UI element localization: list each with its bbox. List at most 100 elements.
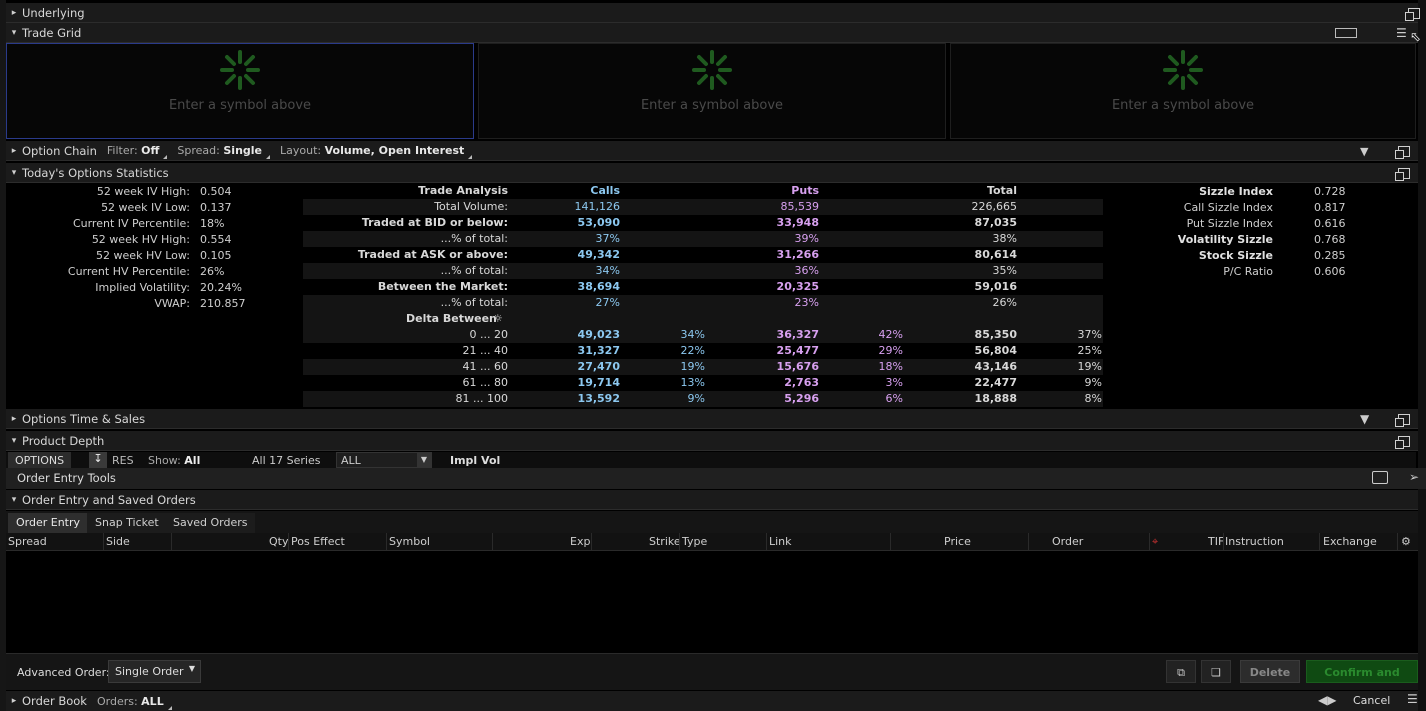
expand-chevron-icon[interactable]: ▸	[11, 413, 17, 424]
table-row: Total Volume: 141,126 85,539 226,665	[303, 199, 1103, 215]
col-strike[interactable]: Strike	[649, 535, 681, 548]
show-label: Show:	[148, 454, 181, 467]
order-book-header[interactable]: ▸ Order Book Orders: ALL	[6, 691, 1418, 711]
series-dropdown[interactable]: All 17 Series	[252, 454, 321, 467]
total-value: 35%	[992, 264, 1017, 277]
detach-window-icon[interactable]	[1395, 168, 1410, 181]
expand-chevron-icon[interactable]: ▸	[11, 7, 17, 18]
link-icon[interactable]: ⌖	[1152, 535, 1159, 548]
trade-grid-title: Trade Grid	[22, 25, 82, 40]
expand-chevron-icon[interactable]: ▸	[11, 145, 17, 156]
copy-order-icon[interactable]: ⧉	[1166, 660, 1196, 683]
col-exp[interactable]: Exp	[570, 535, 591, 548]
delta-total-pct: 19%	[1077, 360, 1102, 373]
col-side[interactable]: Side	[106, 535, 130, 548]
delta-puts-pct: 29%	[878, 344, 903, 357]
delta-range: 0 ... 20	[469, 328, 508, 341]
advanced-order-select[interactable]: Single Order ▼	[108, 660, 201, 683]
cancel-button[interactable]: Cancel	[1353, 694, 1391, 707]
right-scrollbar[interactable]	[1418, 0, 1426, 711]
options-tab[interactable]: OPTIONS	[8, 452, 72, 468]
delta-total-pct: 9%	[1084, 376, 1102, 389]
tab-order-entry[interactable]: Order Entry	[8, 513, 89, 533]
show-dropdown[interactable]: Show: All	[148, 454, 200, 467]
delta-puts-pct: 18%	[878, 360, 903, 373]
layout-value: Volume, Open Interest	[324, 144, 465, 157]
delta-range: 81 ... 100	[455, 392, 508, 405]
stat-label: 52 week IV High:	[96, 185, 190, 198]
sun-settings-icon: ☼	[493, 312, 503, 325]
orders-filter-dropdown[interactable]: Orders: ALL	[97, 695, 172, 710]
order-entry-footer: Advanced Order: Single Order ▼ ⧉ ❏ Delete…	[6, 653, 1418, 702]
delta-total-pct: 37%	[1077, 328, 1102, 341]
order-tabs-bar	[6, 511, 1418, 533]
options-time-sales-header[interactable]: ▸ Options Time & Sales	[6, 409, 1418, 429]
collapse-chevron-icon[interactable]: ▾	[11, 167, 17, 178]
puts-value: 31,266	[776, 248, 819, 261]
loading-spinner-icon	[692, 50, 732, 90]
trade-grid-cell-2[interactable]: Enter a symbol above	[478, 43, 946, 139]
confirm-and-send-button[interactable]: Confirm and Send	[1306, 660, 1418, 702]
filter-select[interactable]: ALL ▼	[336, 452, 432, 468]
table-row: Between the Market: 38,694 20,325 59,016	[303, 279, 1103, 295]
col-order[interactable]: Order	[1052, 535, 1084, 548]
col-instruction[interactable]: Instruction	[1225, 535, 1284, 548]
pin-icon[interactable]: ➢	[1409, 470, 1420, 484]
col-spread[interactable]: Spread	[8, 535, 47, 548]
collapse-chevron-icon[interactable]: ▾	[11, 435, 17, 446]
collapse-icon[interactable]: ↧	[89, 452, 107, 468]
options-statistics-header[interactable]: ▾ Today's Options Statistics	[6, 163, 1418, 183]
filter-dropdown[interactable]: Filter: Off	[107, 144, 167, 159]
col-pos-effect[interactable]: Pos Effect	[291, 535, 345, 548]
total-value: 226,665	[971, 200, 1018, 213]
puts-value: 33,948	[776, 216, 819, 229]
loading-spinner-icon	[1163, 50, 1203, 90]
delta-calls: 49,023	[577, 328, 620, 341]
col-exchange[interactable]: Exchange	[1323, 535, 1377, 548]
detach-window-icon[interactable]	[1405, 8, 1420, 21]
order-rows-area[interactable]	[6, 552, 1418, 652]
trade-grid-header[interactable]: ▾ Trade Grid	[6, 23, 1418, 43]
tab-snap-ticket[interactable]: Snap Ticket	[87, 513, 167, 533]
delta-puts: 2,763	[784, 376, 819, 389]
option-chain-header[interactable]: ▸ Option Chain Filter: Off Spread: Singl…	[6, 141, 1418, 161]
detach-window-icon[interactable]	[1395, 146, 1410, 159]
grid-layout-icon[interactable]	[1335, 28, 1357, 38]
detach-window-icon[interactable]	[1395, 436, 1410, 449]
collapse-chevron-icon[interactable]: ▾	[11, 494, 17, 505]
sizzle-label: Volatility Sizzle	[1177, 233, 1273, 246]
paste-order-icon[interactable]: ❏	[1201, 660, 1231, 683]
collapse-chevron-icon[interactable]: ▾	[11, 27, 17, 38]
delta-range: 61 ... 80	[462, 376, 508, 389]
col-tif[interactable]: TIF	[1208, 535, 1225, 548]
trade-grid-cell-1[interactable]: Enter a symbol above	[6, 43, 474, 139]
col-qty[interactable]: Qty	[269, 535, 289, 548]
column-settings-icon[interactable]: ⚙	[1401, 535, 1411, 548]
detach-window-icon[interactable]	[1395, 414, 1410, 427]
puts-value: 36%	[794, 264, 819, 277]
table-row: 61 ... 80 19,714 13% 2,763 3% 22,477 9%	[303, 375, 1103, 391]
tab-saved-orders[interactable]: Saved Orders	[165, 513, 256, 533]
trade-grid-cell-3[interactable]: Enter a symbol above	[950, 43, 1416, 139]
menu-icon[interactable]: ☰	[1396, 26, 1407, 40]
delete-button[interactable]: Delete	[1240, 660, 1300, 683]
col-link[interactable]: Link	[769, 535, 792, 548]
col-symbol[interactable]: Symbol	[389, 535, 430, 548]
menu-icon[interactable]: ☰	[1407, 692, 1418, 706]
mouse-cursor-icon: ⬁	[1410, 30, 1421, 45]
product-depth-header[interactable]: ▾ Product Depth	[6, 431, 1418, 451]
show-more-icon[interactable]: ▼	[1360, 145, 1369, 158]
futures-tab[interactable]: RES	[112, 454, 134, 467]
camera-icon[interactable]	[1372, 471, 1388, 484]
spread-dropdown[interactable]: Spread: Single	[177, 144, 270, 159]
layout-dropdown[interactable]: Layout: Volume, Open Interest	[280, 144, 473, 159]
options-statistics-panel: 52 week IV High: 0.504 52 week IV Low: 0.13…	[6, 183, 1416, 408]
col-price[interactable]: Price	[944, 535, 971, 548]
expand-horizontal-icon[interactable]: ◀▶	[1318, 693, 1337, 707]
filter-funnel-icon[interactable]: ▼	[1360, 412, 1370, 426]
order-entry-saved-header[interactable]: ▾ Order Entry and Saved Orders	[6, 490, 1418, 510]
underlying-header[interactable]: ▸ Underlying	[6, 3, 1418, 23]
delta-calls-pct: 22%	[680, 344, 705, 357]
col-type[interactable]: Type	[682, 535, 708, 548]
expand-chevron-icon[interactable]: ▸	[11, 696, 17, 706]
